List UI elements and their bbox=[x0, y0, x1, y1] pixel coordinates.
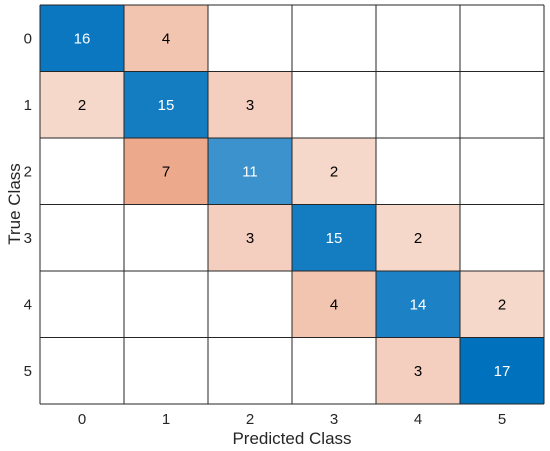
matrix-cell bbox=[460, 5, 544, 72]
matrix-cell bbox=[208, 138, 292, 205]
matrix-cell bbox=[40, 337, 124, 404]
matrix-cell bbox=[40, 204, 124, 271]
matrix-cell bbox=[460, 204, 544, 271]
matrix-cell bbox=[208, 71, 292, 138]
matrix-grid bbox=[39, 4, 545, 405]
cell-value-label: 7 bbox=[162, 163, 170, 180]
y-tick-label: 5 bbox=[24, 363, 32, 380]
matrix-cell bbox=[124, 271, 208, 338]
matrix-cell bbox=[40, 5, 124, 72]
matrix-cell bbox=[376, 5, 460, 72]
matrix-cell bbox=[124, 138, 208, 205]
matrix-cell bbox=[208, 5, 292, 72]
matrix-cell bbox=[460, 138, 544, 205]
x-tick-label: 0 bbox=[78, 411, 86, 428]
matrix-cell bbox=[292, 138, 376, 205]
matrix-cell bbox=[40, 138, 124, 205]
cell-value-label: 17 bbox=[494, 363, 511, 380]
cell-value-label: 4 bbox=[330, 296, 338, 313]
matrix-cell bbox=[292, 71, 376, 138]
matrix-cell bbox=[124, 337, 208, 404]
y-tick-labels: 0 1 2 3 4 5 bbox=[24, 30, 32, 380]
y-tick-label: 4 bbox=[24, 296, 32, 313]
matrix-cells: 16 4 2 15 3 7 11 2 3 15 2 4 14 2 3 17 bbox=[40, 5, 544, 404]
matrix-cell bbox=[376, 337, 460, 404]
x-tick-label: 4 bbox=[414, 411, 422, 428]
cell-value-label: 14 bbox=[410, 296, 427, 313]
y-tick-label: 0 bbox=[24, 30, 32, 47]
matrix-cell bbox=[208, 271, 292, 338]
matrix-cell bbox=[376, 71, 460, 138]
y-axis-label: True Class bbox=[5, 163, 24, 245]
cell-value-label: 2 bbox=[330, 163, 338, 180]
x-tick-label: 1 bbox=[162, 411, 170, 428]
matrix-cell bbox=[376, 138, 460, 205]
x-tick-label: 5 bbox=[498, 411, 506, 428]
x-tick-label: 3 bbox=[330, 411, 338, 428]
matrix-cell bbox=[460, 337, 544, 404]
x-axis-label: Predicted Class bbox=[232, 429, 351, 448]
cell-value-label: 2 bbox=[414, 230, 422, 247]
y-tick-label: 2 bbox=[24, 163, 32, 180]
cell-value-label: 2 bbox=[78, 97, 86, 114]
matrix-cell bbox=[40, 71, 124, 138]
matrix-cell bbox=[292, 5, 376, 72]
cell-value-label: 15 bbox=[158, 97, 175, 114]
cell-value-label: 3 bbox=[246, 97, 254, 114]
cell-value-label: 3 bbox=[246, 230, 254, 247]
matrix-cell bbox=[292, 204, 376, 271]
y-tick-label: 3 bbox=[24, 230, 32, 247]
matrix-cell bbox=[292, 337, 376, 404]
cell-value-label: 2 bbox=[498, 296, 506, 313]
cell-value-label: 3 bbox=[414, 363, 422, 380]
matrix-cell bbox=[460, 271, 544, 338]
y-tick-label: 1 bbox=[24, 97, 32, 114]
matrix-cell bbox=[208, 204, 292, 271]
matrix-cell bbox=[292, 271, 376, 338]
x-tick-labels: 0 1 2 3 4 5 bbox=[78, 411, 506, 428]
matrix-cell bbox=[124, 71, 208, 138]
matrix-cell bbox=[208, 337, 292, 404]
cell-value-label: 11 bbox=[242, 163, 258, 180]
matrix-cell bbox=[460, 71, 544, 138]
cell-value-label: 15 bbox=[326, 230, 343, 247]
matrix-cell bbox=[376, 204, 460, 271]
x-tick-label: 2 bbox=[246, 411, 254, 428]
matrix-cell bbox=[376, 271, 460, 338]
matrix-cell bbox=[124, 204, 208, 271]
matrix-cell bbox=[124, 5, 208, 72]
cell-value-label: 4 bbox=[162, 30, 170, 47]
cell-value-label: 16 bbox=[74, 30, 91, 47]
matrix-cell bbox=[40, 271, 124, 338]
